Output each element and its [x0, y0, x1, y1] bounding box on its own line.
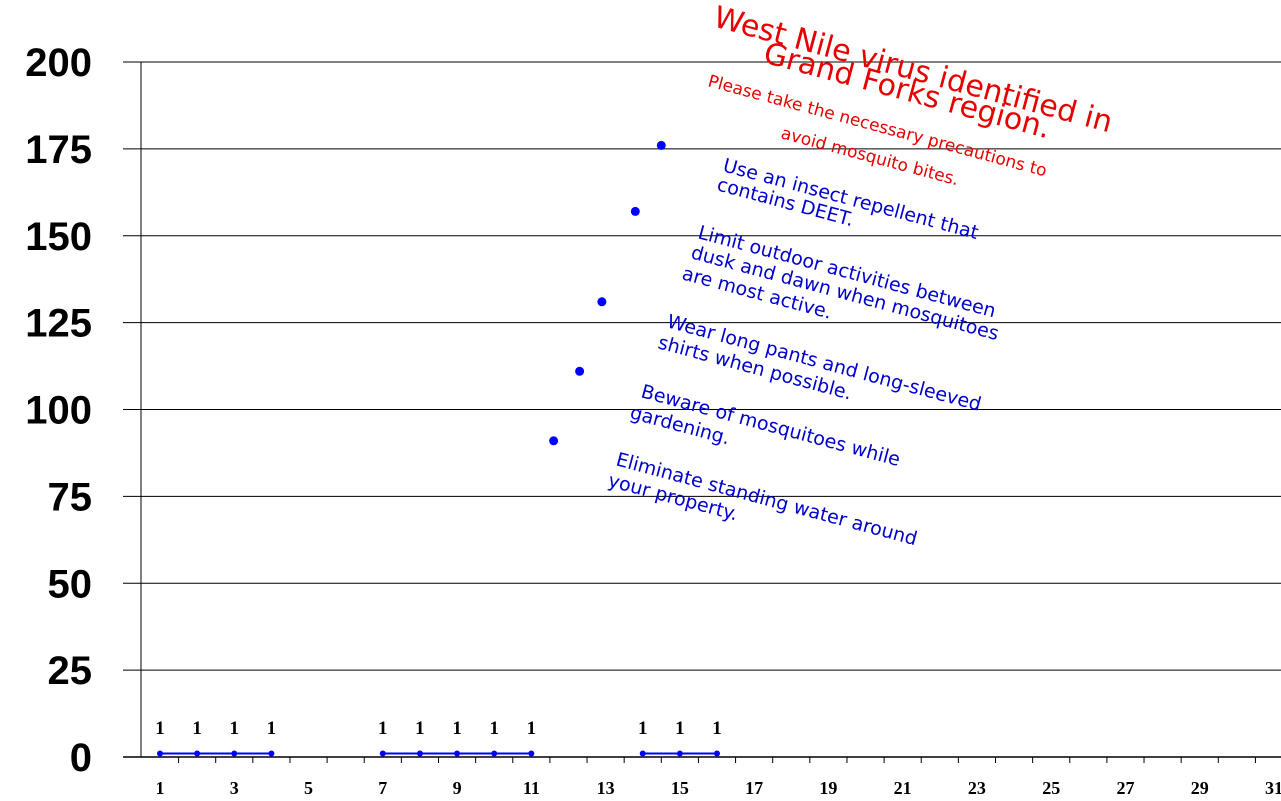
x-tick-label: 13: [597, 778, 615, 798]
x-tick-label: 21: [894, 778, 912, 798]
x-tick-label: 9: [453, 778, 462, 798]
data-label: 1: [452, 718, 462, 739]
data-point: [528, 750, 535, 757]
data-label: 1: [712, 718, 722, 739]
y-tick-label: 200: [25, 41, 92, 85]
x-tick-label: 7: [378, 778, 387, 798]
x-tick-label: 3: [230, 778, 239, 798]
data-label: 1: [415, 718, 425, 739]
data-label: 1: [675, 718, 685, 739]
data-point: [454, 750, 461, 757]
data-label: 1: [378, 718, 388, 739]
scatter-point: [575, 366, 585, 376]
data-label: 1: [267, 718, 277, 739]
data-point: [157, 750, 163, 757]
series: 1 1 1 1 1 1 1 1 1 1 1 1: [155, 140, 722, 757]
y-tick-label: 125: [25, 302, 92, 346]
y-tick-label: 50: [48, 562, 93, 606]
y-tick-label: 150: [25, 215, 92, 259]
y-tick-label: 100: [25, 389, 92, 433]
data-point: [491, 750, 498, 757]
x-tick-label: 23: [968, 778, 986, 798]
grid: [123, 61, 1281, 671]
data-label: 1: [527, 718, 537, 739]
x-tick-label: 5: [304, 778, 313, 798]
x-tick-label: 17: [745, 778, 763, 798]
scatter-point: [549, 436, 559, 446]
data-point: [231, 750, 238, 757]
scatter-point: [597, 297, 607, 307]
y-tick-label: 25: [48, 649, 93, 693]
data-label: 1: [155, 718, 165, 739]
data-point: [268, 750, 275, 757]
data-label: 1: [489, 718, 499, 739]
data-point: [639, 750, 646, 757]
y-tick-labels: 0 25 50 75 100 125 150 175 200: [25, 41, 92, 780]
data-point: [194, 750, 201, 757]
x-tick-label: 31: [1265, 778, 1281, 798]
x-tick-label: 27: [1116, 778, 1134, 798]
x-tick-label: 1: [156, 778, 165, 798]
scatter-point: [656, 140, 666, 150]
y-tick-label: 175: [25, 128, 92, 172]
y-tick-label: 0: [70, 736, 92, 780]
data-point: [714, 750, 720, 757]
axes: [123, 62, 1281, 763]
data-label: 1: [230, 718, 240, 739]
y-tick-label: 75: [48, 475, 93, 519]
x-tick-label: 11: [523, 778, 540, 798]
x-tick-label: 15: [671, 778, 689, 798]
data-point: [416, 750, 423, 757]
data-label: 1: [192, 718, 202, 739]
data-label: 1: [638, 718, 648, 739]
scatter-point: [630, 206, 640, 216]
x-tick-labels: 1 3 5 7 9 11 13 15 17 19 21 23 25 27 29 31: [156, 778, 1281, 798]
data-point: [379, 750, 386, 757]
data-point: [676, 750, 683, 757]
x-tick-label: 25: [1042, 778, 1060, 798]
x-tick-label: 19: [819, 778, 837, 798]
x-tick-label: 29: [1191, 778, 1209, 798]
